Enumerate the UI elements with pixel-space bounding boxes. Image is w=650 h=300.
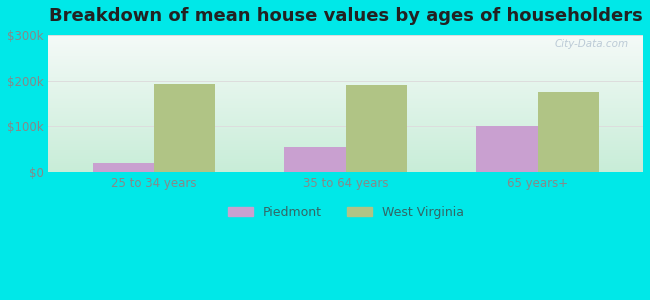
Text: City-Data.com: City-Data.com <box>554 39 628 49</box>
Bar <box>92 163 154 172</box>
Bar <box>346 85 407 172</box>
Bar <box>476 126 538 172</box>
Title: Breakdown of mean house values by ages of householders: Breakdown of mean house values by ages o… <box>49 7 643 25</box>
Bar <box>538 92 599 172</box>
Legend: Piedmont, West Virginia: Piedmont, West Virginia <box>223 201 469 224</box>
Bar <box>154 84 215 172</box>
Bar <box>284 147 346 172</box>
